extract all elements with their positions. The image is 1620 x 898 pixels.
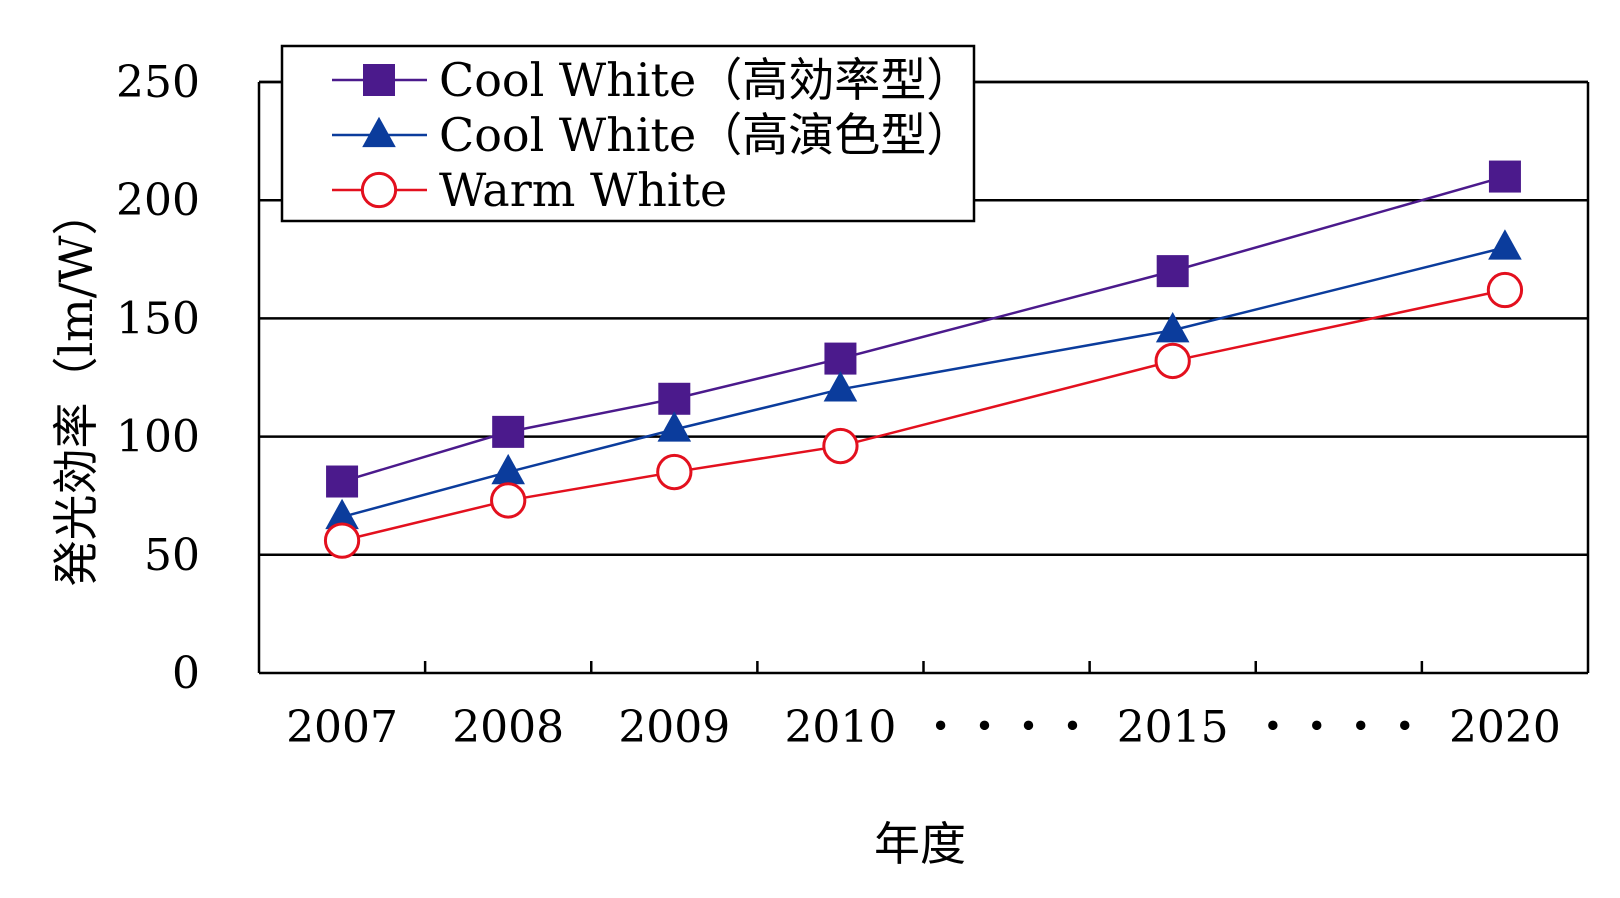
data-point-square: [326, 465, 359, 498]
data-point-triangle: [1155, 311, 1190, 343]
data-point-circle: [360, 171, 398, 209]
series-layer: [323, 160, 1524, 559]
series-1: [326, 160, 1521, 498]
y-tick-label: 0: [172, 648, 200, 699]
data-point-circle: [822, 427, 859, 465]
legend-label: Cool White（高効率型）: [439, 53, 972, 107]
x-tick-label: 2007: [286, 702, 398, 753]
x-tick-label: 2020: [1449, 702, 1561, 753]
series-line: [341, 246, 1506, 519]
x-axis-tick-labels: 2007 2008 2009 2010 ・・・・ 2015 ・・・・ 2020: [286, 702, 1561, 753]
data-point-circle: [490, 482, 527, 519]
data-point-triangle: [325, 498, 359, 530]
data-point-triangle: [1488, 229, 1522, 260]
y-tick-label: 150: [116, 293, 200, 344]
legend: Cool White（高効率型）Cool White（高演色型）Warm Whi…: [280, 44, 976, 223]
data-point-square: [1156, 255, 1189, 288]
data-point-circle: [1154, 342, 1191, 380]
data-point-triangle: [362, 116, 396, 148]
data-point-triangle: [823, 371, 858, 402]
data-point-square: [492, 415, 525, 448]
data-point-square: [824, 342, 857, 375]
x-tick-label: 2009: [618, 702, 730, 753]
data-point-circle: [1486, 271, 1524, 309]
y-axis-tick-labels: 0 50 100 150 200 250: [116, 57, 200, 699]
y-tick-label: 100: [116, 412, 200, 463]
x-tick-label: 2010: [784, 702, 896, 753]
data-point-triangle: [491, 453, 525, 485]
y-axis-title: 発光効率（lm/W）: [49, 189, 103, 586]
series-2: [325, 229, 1522, 530]
legend-label: Cool White（高演色型）: [439, 108, 972, 162]
legend-box: [280, 44, 976, 223]
data-point-triangle: [657, 411, 692, 442]
x-tick-label: ・・・・: [919, 702, 1095, 753]
series-line: [341, 288, 1506, 542]
series-3: [323, 271, 1524, 559]
x-tick-label: ・・・・: [1251, 702, 1427, 753]
legend-item: Warm White: [332, 163, 727, 217]
legend-label: Warm White: [439, 163, 727, 217]
legend-item: Cool White（高演色型）: [332, 108, 972, 162]
y-tick-label: 200: [116, 175, 200, 226]
legend-item: Cool White（高効率型）: [332, 53, 972, 107]
y-tick-label: 50: [144, 530, 200, 581]
x-tick-label: 2015: [1117, 702, 1229, 753]
x-axis-title: 年度: [874, 817, 966, 871]
data-point-circle: [656, 453, 693, 491]
data-point-square: [1488, 160, 1521, 193]
data-point-circle: [323, 522, 361, 559]
data-point-square: [658, 382, 691, 415]
y-tick-label: 250: [116, 57, 200, 108]
series-line: [341, 175, 1506, 483]
x-tick-label: 2008: [452, 702, 564, 753]
data-point-square: [363, 64, 395, 96]
